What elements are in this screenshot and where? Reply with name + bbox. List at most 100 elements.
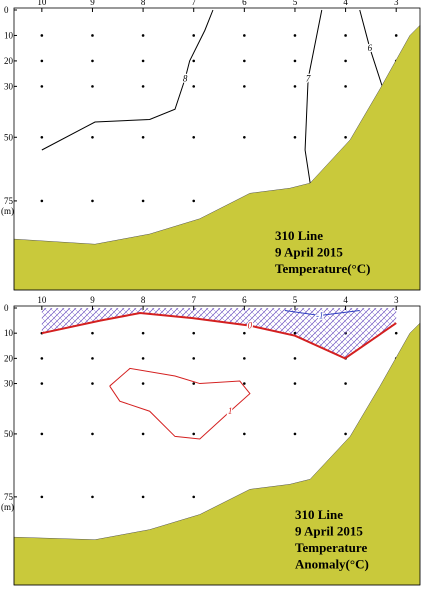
contour-label: 8 xyxy=(183,74,188,84)
contour-label: 1 xyxy=(228,406,233,416)
contour-line xyxy=(41,9,214,151)
sample-point xyxy=(91,331,94,335)
sample-point xyxy=(40,34,44,37)
x-tick-label: 7 xyxy=(191,295,196,305)
sample-point xyxy=(141,59,145,63)
sample-point xyxy=(192,34,196,37)
sample-point xyxy=(243,432,246,436)
sample-point xyxy=(243,59,246,63)
sample-point xyxy=(344,85,347,88)
chart-title: 310 Line xyxy=(295,507,343,522)
x-tick-label: 10 xyxy=(37,295,47,305)
sample-point xyxy=(91,495,94,499)
contour-line xyxy=(304,9,323,184)
contour-label: 6 xyxy=(368,43,373,53)
y-tick-label: 50 xyxy=(4,132,14,142)
x-tick-label: 6 xyxy=(242,295,247,305)
x-tick-label: 5 xyxy=(293,0,298,7)
sample-point xyxy=(192,357,196,360)
sample-point xyxy=(40,495,44,499)
contour-label: 7 xyxy=(306,74,311,84)
sample-point xyxy=(141,199,145,203)
sample-point xyxy=(40,382,44,385)
sample-point xyxy=(344,59,347,63)
sample-point xyxy=(344,34,347,37)
sample-point xyxy=(192,432,196,436)
sample-point xyxy=(91,199,94,203)
y-tick-label: 75 xyxy=(4,196,14,206)
x-tick-label: 3 xyxy=(394,295,399,305)
y-tick-label: 0 xyxy=(4,303,9,313)
x-tick-label: 8 xyxy=(141,0,146,7)
sample-point xyxy=(243,357,246,360)
sample-point xyxy=(40,432,44,436)
sample-point xyxy=(141,34,145,37)
contour-line xyxy=(109,367,251,440)
sample-point xyxy=(243,85,246,88)
sample-point xyxy=(344,432,347,436)
sample-point xyxy=(40,357,44,360)
y-tick-label: 20 xyxy=(4,56,14,66)
sample-point xyxy=(192,85,196,88)
sample-point xyxy=(344,135,347,139)
plot-frame xyxy=(13,305,421,586)
sample-point xyxy=(141,135,145,139)
chart-title: Temperature(°C) xyxy=(275,261,370,276)
contour-label: -1 xyxy=(316,311,324,321)
contour-label: 0 xyxy=(248,321,253,331)
sample-point xyxy=(293,34,297,37)
x-tick-label: 4 xyxy=(343,295,348,305)
sample-point xyxy=(91,432,94,436)
sample-point xyxy=(141,331,145,335)
x-tick-label: 9 xyxy=(90,0,95,7)
y-tick-label: 50 xyxy=(4,429,14,439)
sample-point xyxy=(40,199,44,203)
negative-region xyxy=(41,308,397,359)
y-tick-label: 20 xyxy=(4,353,14,363)
sample-point xyxy=(192,495,196,499)
y-axis-label: (m) xyxy=(1,206,14,216)
sample-point xyxy=(243,135,246,139)
chart-title: Anomaly(°C) xyxy=(295,557,369,572)
sample-point xyxy=(192,135,196,139)
chart-title: 310 Line xyxy=(275,228,323,243)
sample-point xyxy=(394,34,398,37)
sample-point xyxy=(141,85,145,88)
sample-point xyxy=(40,85,44,88)
sample-point xyxy=(192,382,196,385)
x-tick-label: 6 xyxy=(242,0,247,7)
x-tick-label: 8 xyxy=(141,295,146,305)
sea-bottom xyxy=(13,24,421,291)
chart-title: Temperature xyxy=(295,540,367,555)
sample-point xyxy=(91,135,94,139)
y-tick-label: 10 xyxy=(4,30,14,40)
x-tick-label: 9 xyxy=(90,295,95,305)
sample-point xyxy=(91,357,94,360)
contour-line xyxy=(41,312,397,360)
sample-point xyxy=(344,382,347,385)
sample-point xyxy=(293,85,297,88)
x-tick-label: 4 xyxy=(343,0,348,7)
x-tick-label: 7 xyxy=(191,0,196,7)
sample-point xyxy=(293,382,297,385)
sea-bottom xyxy=(13,322,421,586)
x-tick-label: 3 xyxy=(394,0,399,7)
sample-point xyxy=(243,331,246,335)
sample-point xyxy=(91,34,94,37)
y-tick-label: 75 xyxy=(4,492,14,502)
sample-point xyxy=(91,59,94,63)
sample-point xyxy=(192,59,196,63)
chart-title: 9 April 2015 xyxy=(295,524,363,539)
y-tick-label: 0 xyxy=(4,5,9,15)
sample-point xyxy=(293,432,297,436)
x-tick-label: 10 xyxy=(37,0,47,7)
sample-point xyxy=(141,495,145,499)
plot-frame xyxy=(13,7,421,291)
y-tick-label: 10 xyxy=(4,328,14,338)
sample-point xyxy=(40,135,44,139)
sample-point xyxy=(141,382,145,385)
sample-point xyxy=(293,59,297,63)
sample-point xyxy=(293,357,297,360)
y-axis-label: (m) xyxy=(1,502,14,512)
sample-point xyxy=(243,34,246,37)
